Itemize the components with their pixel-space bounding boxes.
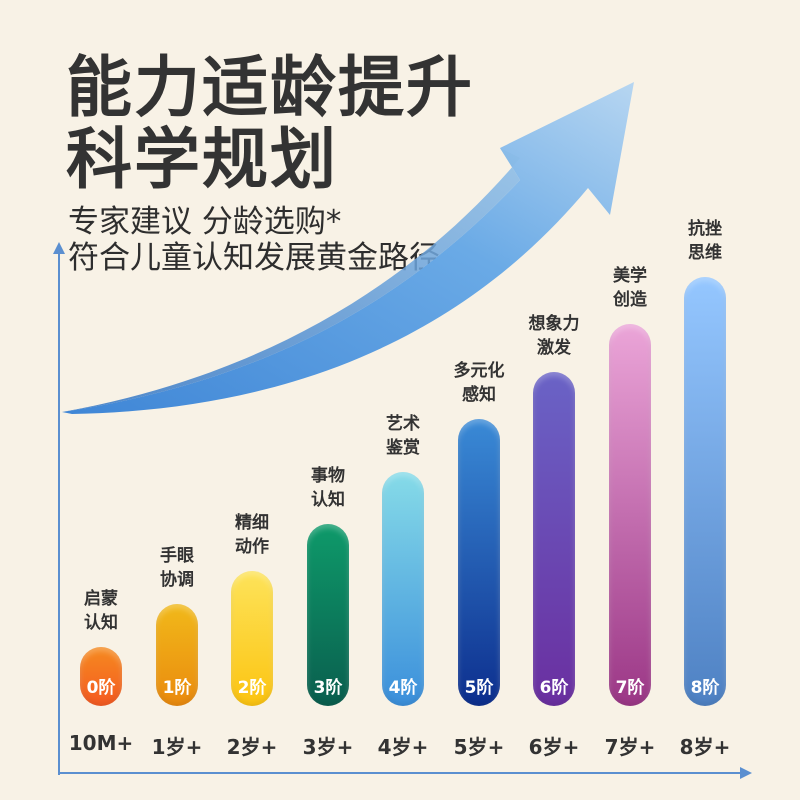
stage-skill-label: 抗挫 思维 [660, 217, 750, 265]
stage-age-label: 8岁+ [679, 735, 731, 759]
stage-skill-label: 多元化 感知 [434, 359, 524, 407]
stage-skill-line-1: 精细 [235, 513, 269, 533]
stage-level-label: 3阶 [313, 678, 343, 698]
stage-skill-line-1: 手眼 [160, 546, 194, 566]
stage-skill-line-2: 认知 [311, 490, 345, 510]
y-axis [58, 250, 60, 775]
stage-bar: 2阶 [231, 571, 273, 706]
stage-bar: 1阶 [156, 604, 198, 706]
stage-skill-line-2: 协调 [160, 570, 194, 590]
stage-skill-line-2: 鉴赏 [386, 438, 420, 458]
subtitle-line-1: 专家建议 分龄选购* [68, 204, 342, 240]
stage-skill-label: 美学 创造 [585, 264, 675, 312]
stage-age-label: 4岁+ [377, 735, 429, 759]
stage-bar: 5阶 [458, 419, 500, 706]
stage-skill-line-2: 激发 [537, 338, 571, 358]
stage-age-label: 7岁+ [604, 735, 656, 759]
stage-skill-label: 事物 认知 [283, 464, 373, 512]
x-axis-arrow-icon [740, 767, 752, 779]
stage-skill-label: 艺术 鉴赏 [358, 412, 448, 460]
stage-bar: 6阶 [533, 372, 575, 706]
stage-level-label: 1阶 [162, 678, 192, 698]
y-axis-arrow-icon [53, 242, 65, 254]
stage-level-label: 0阶 [86, 678, 116, 698]
stage-skill-line-1: 想象力 [528, 314, 580, 334]
stage-skill-label: 想象力 激发 [509, 312, 599, 360]
stage-level-label: 6阶 [539, 678, 569, 698]
stage-level-label: 5阶 [464, 678, 494, 698]
stage-age-label: 10M+ [68, 731, 134, 755]
stage-skill-line-1: 事物 [311, 466, 345, 486]
subtitle-line-2: 符合儿童认知发展黄金路径 [68, 240, 440, 276]
stage-skill-line-2: 思维 [688, 243, 722, 263]
stage-level-label: 8阶 [690, 678, 720, 698]
stage-skill-line-2: 创造 [613, 290, 647, 310]
stage-skill-line-2: 动作 [235, 537, 269, 557]
stage-skill-line-2: 认知 [84, 613, 118, 633]
stage-bar: 3阶 [307, 524, 349, 706]
stage-level-label: 2阶 [237, 678, 267, 698]
stage-level-label: 4阶 [388, 678, 418, 698]
stage-age-label: 5岁+ [453, 735, 505, 759]
stage-skill-label: 精细 动作 [207, 511, 297, 559]
headline-line-2: 科学规划 [66, 121, 338, 198]
stage-bar: 4阶 [382, 472, 424, 706]
stage-skill-line-1: 抗挫 [688, 219, 722, 239]
headline-line-1: 能力适龄提升 [66, 49, 474, 126]
stage-skill-line-1: 美学 [613, 266, 647, 286]
stage-bar: 7阶 [609, 324, 651, 706]
stage-bar: 8阶 [684, 277, 726, 706]
subtitle: 专家建议 分龄选购* 符合儿童认知发展黄金路径 [68, 204, 440, 276]
stage-age-label: 2岁+ [226, 735, 278, 759]
stage-age-label: 1岁+ [151, 735, 203, 759]
stage-skill-line-1: 多元化 [453, 361, 505, 381]
headline: 能力适龄提升 科学规划 [66, 52, 474, 196]
stage-skill-line-1: 启蒙 [84, 589, 118, 609]
stage-age-label: 3岁+ [302, 735, 354, 759]
stage-skill-line-1: 艺术 [386, 414, 420, 434]
stage-level-label: 7阶 [615, 678, 645, 698]
stage-skill-line-2: 感知 [462, 385, 496, 405]
stage-age-label: 6岁+ [528, 735, 580, 759]
stage-skill-label: 启蒙 认知 [56, 587, 146, 635]
stage-skill-label: 手眼 协调 [132, 544, 222, 592]
x-axis [58, 772, 742, 774]
stage-bar: 0阶 [80, 647, 122, 706]
